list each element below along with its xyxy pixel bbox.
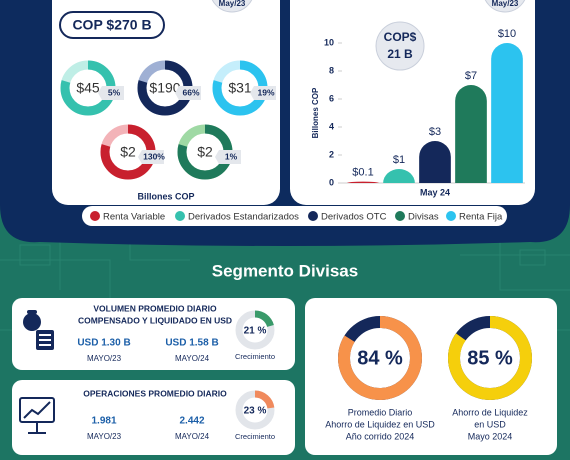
- growth-caption: Crecimiento: [235, 352, 275, 361]
- donut-label: $31: [228, 80, 252, 96]
- legend-label: Divisas: [408, 212, 439, 223]
- savings-label: 84 %: [357, 347, 403, 369]
- header-text: May/23: [219, 0, 246, 8]
- bar: [455, 85, 487, 183]
- legend-label: Renta Fija: [459, 212, 503, 223]
- y-tick-label: 0: [329, 177, 334, 187]
- item-value: USD 1.58 B: [165, 338, 218, 349]
- ring-value: [338, 316, 422, 400]
- ring-value: [235, 390, 275, 430]
- savings-card: [305, 298, 557, 455]
- total-text: COP $270 B: [72, 17, 151, 33]
- value-label: $3: [429, 126, 441, 138]
- savings-caption: Mayo 2024: [468, 431, 513, 441]
- savings-caption: Promedio Diario: [348, 407, 413, 417]
- y-tick-label: 4: [329, 121, 334, 131]
- total-pill: [59, 11, 165, 39]
- y-tick-label: 10: [324, 37, 334, 47]
- badge-text: 21 B: [387, 47, 413, 61]
- badge: [375, 21, 425, 71]
- value-label: $0.1: [352, 167, 373, 179]
- item-period: MAYO/23: [87, 354, 122, 363]
- item-period: MAYO/23: [87, 432, 122, 441]
- pct-tag: [98, 86, 124, 100]
- legend-label: Renta Variable: [103, 212, 165, 223]
- header-badge: [211, 0, 253, 13]
- chart-icon: [19, 397, 55, 434]
- y-tick-label: 6: [329, 93, 334, 103]
- header-text: May/23: [492, 0, 519, 8]
- section-title: Segmento Divisas: [212, 261, 358, 280]
- legend-swatch: [308, 211, 318, 221]
- legend-label: Derivados Estandarizados: [188, 212, 299, 223]
- ring-value: [235, 310, 275, 350]
- donut-label: $190: [149, 80, 180, 96]
- savings-caption: Año corrido 2024: [346, 431, 415, 441]
- item-value: 1.981: [91, 416, 116, 427]
- bar: [419, 140, 451, 183]
- header-badge: [484, 0, 526, 13]
- legend: [82, 206, 507, 226]
- pct-tag: [138, 150, 164, 164]
- y-tick-label: 2: [329, 149, 334, 159]
- donut-label: $45: [76, 80, 100, 96]
- legend-swatch: [446, 211, 456, 221]
- pct-label: 130%: [143, 151, 165, 161]
- badge-text: COP$: [384, 30, 417, 44]
- legend-swatch: [175, 211, 185, 221]
- card-title: COMPENSADO Y LIQUIDADO EN USD: [78, 315, 232, 325]
- x-axis-label: May 24: [420, 187, 450, 197]
- card-title: OPERACIONES PROMEDIO DIARIO: [83, 388, 227, 398]
- pct-tag: [175, 86, 201, 100]
- y-tick-label: 8: [329, 65, 334, 75]
- bar: [347, 181, 379, 183]
- legend-swatch: [395, 211, 405, 221]
- item-period: MAYO/24: [175, 432, 210, 441]
- card-title: VOLUMEN PROMEDIO DIARIO: [93, 303, 217, 313]
- savings-caption: en USD: [474, 419, 506, 429]
- pct-label: 19%: [257, 87, 274, 97]
- pct-tag: [250, 86, 276, 100]
- volume-card: [12, 298, 295, 370]
- donut-label: $2: [197, 144, 213, 160]
- pct-label: 66%: [182, 87, 199, 97]
- pct-tag: [215, 150, 241, 164]
- item-value: 2.442: [179, 416, 204, 427]
- y-axis-label: Billones COP: [311, 87, 320, 138]
- savings-caption: Ahorro de Liquidez en USD: [325, 419, 435, 429]
- value-label: $10: [498, 28, 516, 40]
- pct-label: 1%: [225, 151, 238, 161]
- growth-label: 23 %: [244, 406, 267, 417]
- bar: [383, 169, 415, 183]
- value-label: $7: [465, 70, 477, 82]
- item-value: USD 1.30 B: [77, 338, 130, 349]
- value-label: $1: [393, 154, 405, 166]
- operations-card: [12, 380, 295, 455]
- bar: [491, 42, 523, 184]
- savings-caption: Ahorro de Liquidez: [452, 407, 528, 417]
- donut-label: $2: [120, 144, 136, 160]
- ring-value: [448, 316, 532, 400]
- growth-label: 21 %: [244, 326, 267, 337]
- savings-label: 85 %: [467, 347, 513, 369]
- legend-label: Derivados OTC: [321, 212, 387, 223]
- item-period: MAYO/24: [175, 354, 210, 363]
- axis-label: Billones COP: [137, 191, 194, 201]
- legend-swatch: [90, 211, 100, 221]
- money-icon: [20, 310, 54, 350]
- pct-label: 5%: [108, 87, 121, 97]
- growth-caption: Crecimiento: [235, 432, 275, 441]
- background-pattern: [0, 240, 570, 331]
